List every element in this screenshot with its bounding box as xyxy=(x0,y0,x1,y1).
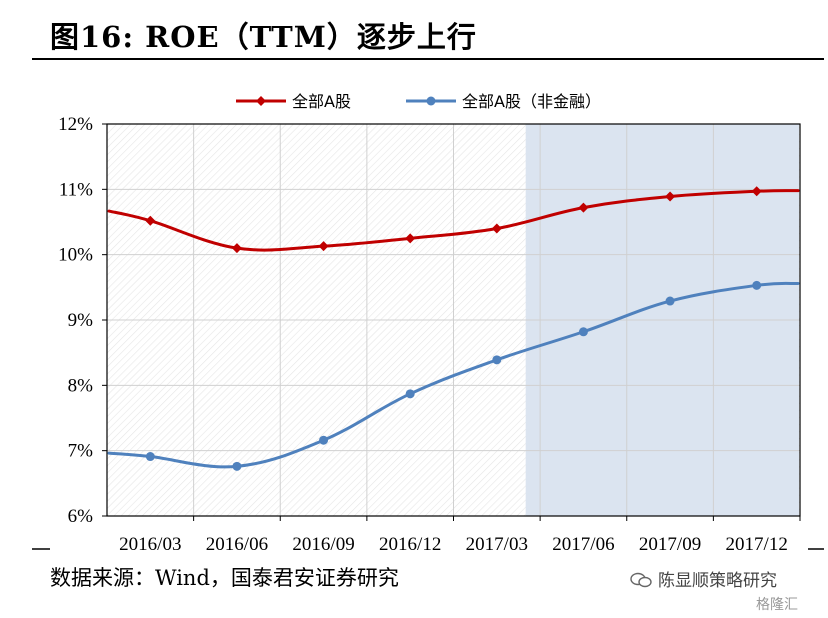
data-point-series-2 xyxy=(578,327,588,337)
x-tick-label: 2016/12 xyxy=(379,534,441,555)
data-point-series-1 xyxy=(491,223,502,234)
watermark-text: 陈显顺策略研究 xyxy=(658,571,777,591)
x-tick-label: 2016/06 xyxy=(206,534,268,555)
y-tick-label: 8% xyxy=(68,375,94,396)
data-point-series-1 xyxy=(145,215,156,226)
data-point-series-2 xyxy=(145,452,155,462)
y-tick-label: 6% xyxy=(68,506,94,527)
y-tick-label: 10% xyxy=(58,245,93,266)
watermark: 陈显顺策略研究 xyxy=(630,566,777,591)
y-tick-label: 7% xyxy=(68,441,94,462)
source-note: 数据来源：Wind，国泰君安证券研究 xyxy=(50,566,399,590)
data-point-series-1 xyxy=(231,243,242,254)
data-point-series-1 xyxy=(405,233,416,244)
figure-title: 图16: ROE（TTM）逐步上行 xyxy=(50,20,477,54)
wechat-icon xyxy=(630,572,652,588)
data-point-series-1 xyxy=(751,186,762,197)
data-point-series-1 xyxy=(578,202,589,213)
data-point-series-1 xyxy=(665,191,676,202)
x-tick-label: 2016/03 xyxy=(119,534,181,555)
x-tick-label: 2016/09 xyxy=(292,534,354,555)
legend-label-1: 全部A股 xyxy=(292,92,351,111)
data-point-series-2 xyxy=(665,296,675,306)
y-tick-label: 11% xyxy=(59,179,93,200)
data-point-series-2 xyxy=(752,280,762,290)
series-line-2 xyxy=(107,281,800,469)
roe-line-chart: 全部A股 全部A股（非金融） 6% 7% 8% 9% 10% 11% 12% 2016/03 20… xyxy=(0,60,828,555)
legend-marker-1 xyxy=(256,96,266,106)
x-tick-label: 2017/12 xyxy=(726,534,788,555)
x-tick-label: 2017/09 xyxy=(639,534,701,555)
brand-watermark: 格隆汇 xyxy=(756,597,798,613)
x-tick-label: 2017/03 xyxy=(466,534,528,555)
y-tick-label: 12% xyxy=(58,114,93,135)
title-underline xyxy=(32,58,824,60)
data-point-series-1 xyxy=(318,241,329,252)
chart-svg: 全部A股 全部A股（非金融） 6% 7% 8% 9% 10% 11% 12% 2016/03 20… xyxy=(32,92,824,555)
y-tick-label: 9% xyxy=(68,310,94,331)
series-line-1 xyxy=(107,189,800,252)
legend-marker-2 xyxy=(426,96,436,106)
data-point-series-2 xyxy=(405,389,415,399)
data-point-series-2 xyxy=(232,461,242,471)
data-point-series-2 xyxy=(319,435,329,445)
x-tick-label: 2017/06 xyxy=(552,534,614,555)
data-point-series-2 xyxy=(492,355,502,365)
legend-label-2: 全部A股（非金融） xyxy=(462,92,601,111)
